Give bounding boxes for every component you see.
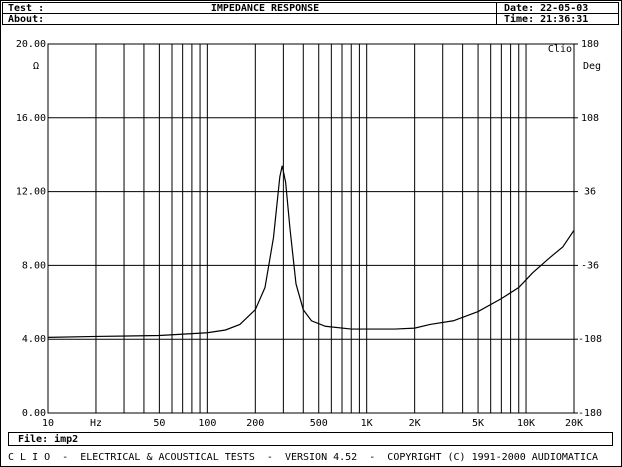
file-box <box>8 432 613 446</box>
date: Date: 22-05-03 <box>504 3 588 14</box>
y-tick-label: 4.00 <box>22 334 46 345</box>
y2-tick-label: -180 <box>578 408 602 419</box>
x-tick-label: 20K <box>565 418 583 429</box>
x-tick-label: 200 <box>246 418 264 429</box>
y2-tick-label: 108 <box>581 113 599 124</box>
impedance-curve <box>47 165 575 338</box>
file-label: File: imp2 <box>18 433 78 445</box>
test-label: Test : <box>8 3 44 14</box>
chart-title: IMPEDANCE RESPONSE <box>211 3 319 14</box>
y-axis-label: Ω <box>33 61 39 72</box>
y2-tick-label: -108 <box>578 334 602 345</box>
y2-tick-label: 36 <box>584 187 596 198</box>
y-tick-label: 8.00 <box>22 260 46 271</box>
x-tick-label: 500 <box>310 418 328 429</box>
y-tick-label: 20.00 <box>16 39 46 50</box>
x-tick-label: 1K <box>361 418 373 429</box>
y2-tick-label: 180 <box>581 39 599 50</box>
y-tick-label: 16.00 <box>16 113 46 124</box>
time: Time: 21:36:31 <box>504 13 588 25</box>
y-tick-label: 0.00 <box>22 408 46 419</box>
y2-axis-label: Deg <box>583 61 601 72</box>
plot-frame <box>47 43 575 414</box>
x-tick-label: 10 <box>42 418 54 429</box>
x-tick-label: 100 <box>198 418 216 429</box>
x-tick-label: 2K <box>409 418 421 429</box>
brand: Clio <box>548 44 572 55</box>
about-label: About: <box>8 14 44 25</box>
about-box <box>2 13 497 25</box>
x-tick-label: Hz <box>90 418 102 429</box>
y2-tick-label: -36 <box>581 260 599 271</box>
x-tick-label: 10K <box>517 418 535 429</box>
x-tick-label: 50 <box>153 418 165 429</box>
credits: C L I O - ELECTRICAL & ACOUSTICAL TESTS … <box>8 452 598 463</box>
y-tick-label: 12.00 <box>16 187 46 198</box>
time-box <box>496 13 619 25</box>
x-tick-label: 5K <box>472 418 484 429</box>
